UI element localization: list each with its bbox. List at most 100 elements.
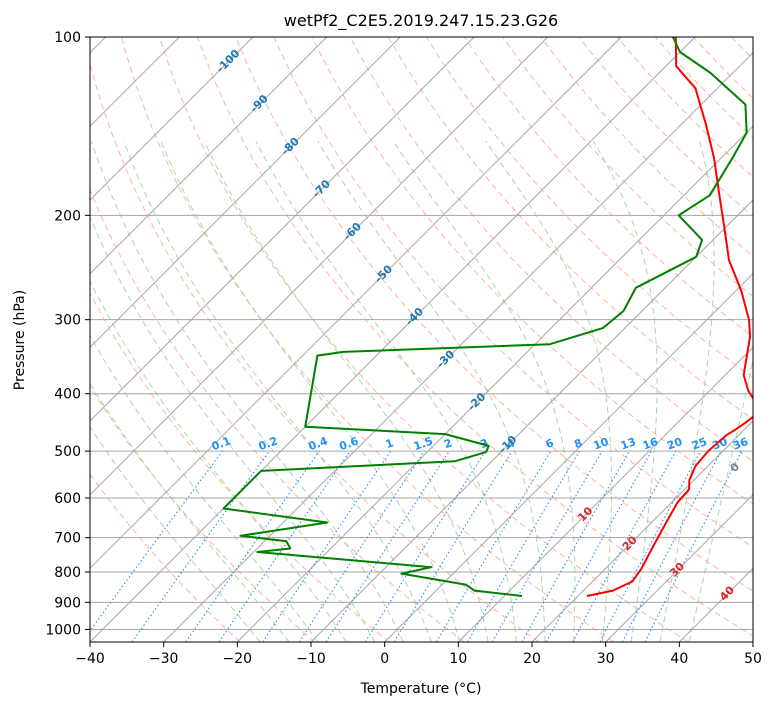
background-lines [90,37,775,642]
y-tick-label: 700 [54,531,81,547]
mixing-ratio-line [393,450,513,642]
isotherm-line [236,125,753,642]
mixing-ratio-line [435,450,552,642]
profile-series [222,37,753,597]
mixing-ratio-line [621,450,722,642]
dry-adiabat-line [502,37,753,298]
moist-adiabat-line [123,141,432,642]
mixing-ratio-label: 1.5 [412,434,435,453]
isotherm-label: 10 [575,504,595,524]
y-tick-label: 500 [54,444,81,460]
dry-adiabat-line [273,37,753,548]
mixing-ratio-line [90,450,223,632]
dry-adiabat-line [235,37,753,592]
y-tick-label: 1000 [45,622,81,638]
mixing-ratio-label: 30 [710,435,729,453]
x-tick-label: 30 [597,651,615,667]
mixing-ratio-label: 1 [384,436,396,451]
mixing-ratio-line [325,450,450,642]
dry-adiabat-line [654,37,753,139]
mixing-ratio-label: 0.6 [338,434,361,453]
isotherm-line [90,37,549,496]
x-tick-label: −20 [223,651,253,667]
dry-adiabat-line [349,37,753,462]
isotherm-line [531,420,753,642]
x-tick-label: 0 [380,651,389,667]
isotherm-line [163,51,753,642]
dry-adiabat-line [464,37,753,338]
mixing-ratio-label: 10 [592,435,611,453]
mixing-ratio-line [599,450,701,642]
mixing-ratio-label: 6 [544,436,556,451]
isotherm-line [90,37,328,275]
dry-adiabat-line [120,37,614,642]
x-tick-label: −40 [75,651,105,667]
moist-adiabat-line [90,215,376,642]
isotherm-line [90,37,254,201]
dry-adiabat-line [387,37,753,420]
dry-adiabat-line [90,188,465,642]
isotherm-line [90,37,401,349]
y-tick-label: 400 [54,387,81,403]
isotherm-line [90,37,475,422]
mixing-ratio-label: 4 [505,436,517,451]
y-tick-label: 300 [54,313,81,329]
x-tick-label: 40 [670,651,688,667]
isotherm-line [678,567,753,642]
isotherm-line [752,641,753,642]
dry-adiabat-line [311,37,753,505]
moist-adiabat-line [688,358,753,642]
moist-adiabat-line [90,141,404,642]
mixing-ratio-line [185,450,320,642]
x-tick-label: −10 [296,651,326,667]
mixing-ratio-line [545,450,653,642]
y-tick-label: 900 [54,595,81,611]
y-tick-label: 600 [54,491,81,507]
plot-frame [89,36,754,643]
chart-title: wetPf2_C2E5.2019.247.15.23.G26 [284,11,558,31]
moist-adiabat-line [90,382,290,642]
y-axis-title: Pressure (hPa) [12,290,28,390]
mixing-ratio-line [521,450,630,642]
dry-adiabat-line [425,37,753,379]
y-tick-label: 100 [54,30,81,46]
x-tick-label: 10 [449,651,467,667]
isotherm-line [457,346,753,642]
x-tick-label: 20 [523,651,541,667]
dry-adiabat-line [159,37,689,642]
mixing-ratio-line [298,450,425,642]
moist-adiabat-line [659,141,715,642]
temperature-line [586,37,753,597]
y-tick-label: 200 [54,208,81,224]
mixing-ratio-line [218,450,351,642]
dry-adiabat-line [770,37,775,642]
x-axis-title: Temperature (°C) [360,681,482,697]
dry-adiabat-line [90,292,390,642]
mixing-ratio-label: 2 [442,436,454,451]
mixing-ratio-line [131,450,270,642]
dry-adiabat-line [90,62,540,642]
mixing-ratio-label: 36 [731,435,750,453]
moist-adiabat-line [592,141,658,642]
axes: −40 −30 −20 −10 0 10 20 30 40 5010020030040050060… [45,30,762,667]
dewpoint-line [222,37,748,597]
mixing-ratio-line [262,450,392,642]
mixing-ratio-label: 20 [665,435,684,453]
mixing-ratio-label: 8 [572,436,584,451]
mixing-ratio-line [572,450,677,642]
mixing-ratio-label: 13 [619,435,638,452]
isotherm-line [90,37,696,642]
x-tick-label: 50 [744,651,762,667]
moist-adiabat-line [203,141,489,642]
mixing-ratio-label: 0.4 [307,434,330,453]
isotherm-line [310,199,753,642]
isotherm-line [384,272,753,642]
mixing-ratio-label: 16 [641,435,660,453]
mixing-ratio-label: 0.1 [210,434,233,453]
dry-adiabat-line [692,37,753,99]
x-tick-label: −30 [149,651,179,667]
y-tick-label: 800 [54,565,81,581]
mixing-ratio-line [644,450,743,642]
dry-adiabat-line [90,385,316,642]
